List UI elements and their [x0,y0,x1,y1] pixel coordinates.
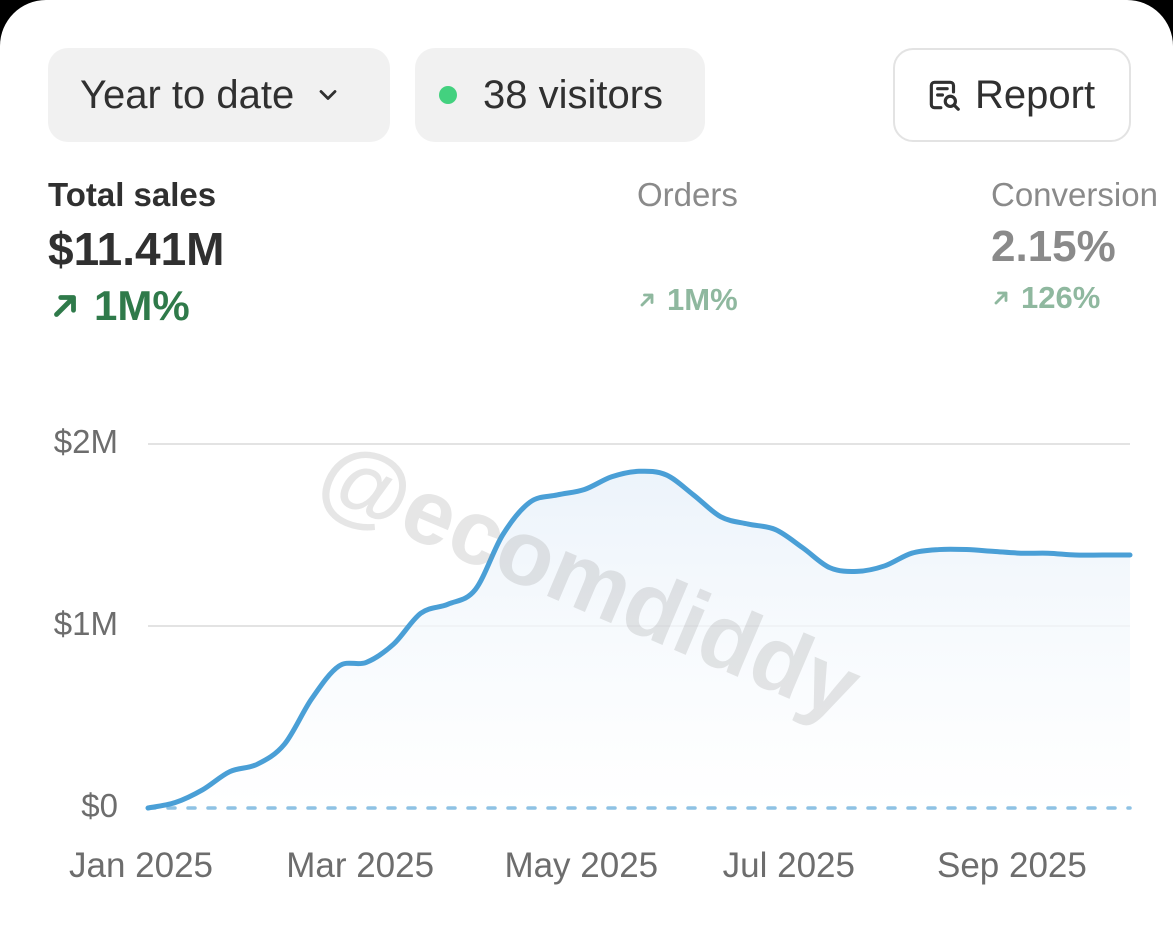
x-tick-label: Sep 2025 [937,846,1087,885]
metric-label: Orders [637,176,738,213]
metric-change-value: 126% [1021,280,1101,315]
metric-change-value: 1M% [667,282,738,317]
metric-total-sales[interactable]: Total sales $11.41M 1M% [48,176,224,330]
metric-label: Total sales [48,176,217,213]
metric-change: 1M% [637,282,777,318]
x-tick-label: May 2025 [504,846,659,885]
arrow-up-right-icon [640,293,654,307]
x-tick-label: Jan 2025 [69,846,214,885]
date-range-dropdown[interactable]: Year to date [48,48,390,142]
y-tick-label: $2M [53,423,118,460]
metric-change: 1M% [48,282,224,330]
metric-label: Conversion [991,176,1158,213]
chevron-down-icon [319,90,337,100]
sales-series-line [145,468,1133,811]
metric-change-value: 1M% [94,282,190,329]
series-area [148,471,1130,808]
online-dot-icon [439,86,457,104]
metric-value: 2.15% [991,222,1116,271]
report-button[interactable]: Report [893,48,1131,142]
metric-value: $11.41M [48,223,225,275]
metric-conversion[interactable]: Conversion 2.15% 126% [991,176,1158,316]
live-visitors-button[interactable]: 38 visitors [415,48,705,142]
visitors-label: 38 visitors [483,72,664,117]
arrow-up-right-icon [994,291,1008,305]
y-tick-label: $0 [81,787,118,824]
date-range-label: Year to date [80,72,295,117]
y-tick-label: $1M [53,605,118,642]
x-tick-label: Mar 2025 [286,846,435,885]
report-search-icon [929,80,960,111]
metric-change: 126% [991,280,1158,316]
toolbar: Year to date 38 visitors Report [48,48,1131,144]
metric-orders[interactable]: Orders 1M% [637,176,777,318]
x-tick-label: Jul 2025 [722,846,855,885]
arrow-up-right-icon [54,295,76,317]
report-label: Report [975,72,1096,117]
